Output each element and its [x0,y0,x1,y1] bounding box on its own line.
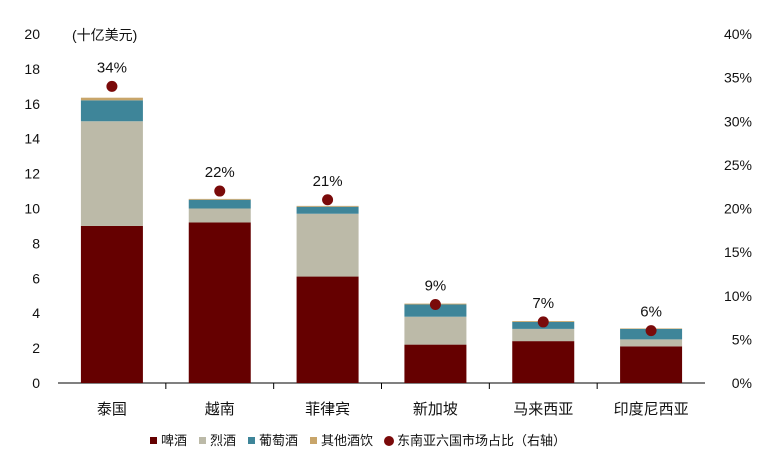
y2-tick-label: 5% [732,331,752,347]
share-data-label: 21% [313,173,343,190]
share-data-label: 7% [532,295,554,312]
share-data-label: 9% [425,277,447,294]
share-point [106,80,118,92]
y2-tick-label: 20% [724,201,752,217]
y-tick-label: 0 [32,375,40,391]
share-data-label: 6% [640,304,662,321]
x-tick-label: 印度尼西亚 [614,401,689,418]
share-point [429,298,441,310]
bar-segment [404,304,467,317]
y-tick-label: 12 [24,166,40,182]
bar-segment [188,198,251,200]
bar-segment [80,121,143,226]
bar-segment [296,205,359,207]
legend-label: 东南亚六国市场占比（右轴） [397,433,566,448]
y-tick-label: 14 [24,131,40,147]
legend-swatch [310,437,317,444]
bar-segment [188,199,251,209]
legend-label: 葡萄酒 [259,433,298,448]
share-point [214,185,226,197]
bar-segment [404,316,467,345]
bar-segment [296,213,359,277]
y-tick-label: 4 [32,305,40,321]
legend-label: 烈酒 [210,433,236,448]
bar-segment [620,346,683,383]
x-tick-label: 菲律宾 [305,401,350,418]
bar-segment [296,206,359,214]
unit-label: (十亿美元) [72,27,137,43]
bar-segment [296,276,359,383]
x-tick-label: 新加坡 [413,401,458,418]
legend-swatch [150,437,157,444]
y-tick-label: 8 [32,235,40,251]
y2-tick-label: 10% [724,288,752,304]
y2-tick-label: 0% [732,375,752,391]
y2-tick-label: 25% [724,157,752,173]
legend-label: 其他酒饮 [321,433,373,448]
y-tick-label: 2 [32,340,40,356]
legend-swatch [248,437,255,444]
bar-segment [80,100,143,122]
y2-tick-label: 30% [724,113,752,129]
y2-tick-label: 15% [724,244,752,260]
bar-segment [188,208,251,223]
legend-label: 啤酒 [161,433,187,448]
x-tick-label: 泰国 [97,401,127,418]
y-tick-label: 20 [24,26,40,42]
bar-segment [512,328,575,342]
x-tick-label: 越南 [205,401,235,418]
y2-tick-label: 35% [724,70,752,86]
y-tick-label: 6 [32,270,40,286]
share-point [645,325,657,337]
bar-segment [188,222,251,383]
x-tick-label: 马来西亚 [513,401,573,418]
y-tick-label: 16 [24,96,40,112]
share-point [322,194,334,206]
bar-segment [512,341,575,383]
bar-segment [620,339,683,347]
bar-segment [80,225,143,383]
legend-swatch [384,436,394,446]
y-tick-label: 18 [24,61,40,77]
share-point [537,316,549,328]
share-data-label: 34% [97,59,127,76]
share-data-label: 22% [205,164,235,181]
bar-segment [404,344,467,383]
y2-tick-label: 40% [724,26,752,42]
y-tick-label: 10 [24,201,40,217]
bar-segment [80,97,143,101]
legend-swatch [199,437,206,444]
